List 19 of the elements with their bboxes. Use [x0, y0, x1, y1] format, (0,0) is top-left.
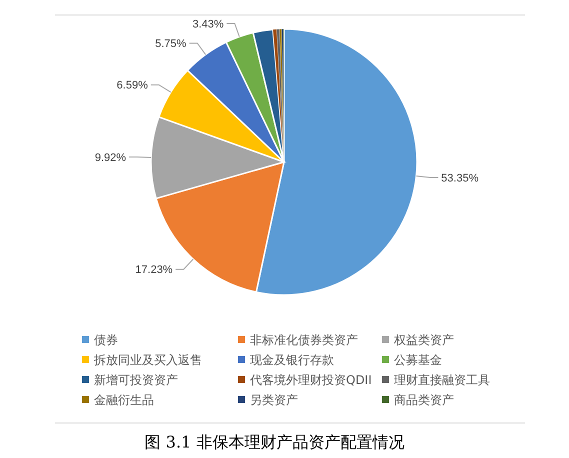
legend-label: 非标准化债券类资产: [250, 333, 358, 348]
legend-label: 代客境外理财投资QDII: [249, 373, 372, 388]
legend-label: 新增可投资资产: [94, 373, 178, 388]
legend-label: 理财直接融资工具: [394, 373, 490, 388]
text: 图 3.1 非保本理财产品资产配置情况: [144, 432, 404, 452]
data-label: 53.35%: [441, 172, 479, 184]
legend-label: 债券: [94, 333, 118, 348]
legend-label: 权益类资产: [393, 333, 454, 348]
legend-label: 拆放同业及买入返售: [93, 353, 202, 368]
data-label: 6.59%: [116, 80, 148, 92]
data-label: 5.75%: [155, 38, 187, 50]
legend-label: 另类资产: [250, 393, 298, 408]
data-label: 3.43%: [192, 18, 224, 30]
data-label: 9.92%: [94, 152, 126, 164]
legend-label: 金融衍生品: [94, 393, 154, 408]
legend-label: 商品类资产: [394, 393, 454, 408]
legend-label: 现金及银行存款: [250, 353, 334, 368]
legend-label: 公募基金: [394, 353, 442, 368]
data-label: 17.23%: [135, 264, 173, 276]
